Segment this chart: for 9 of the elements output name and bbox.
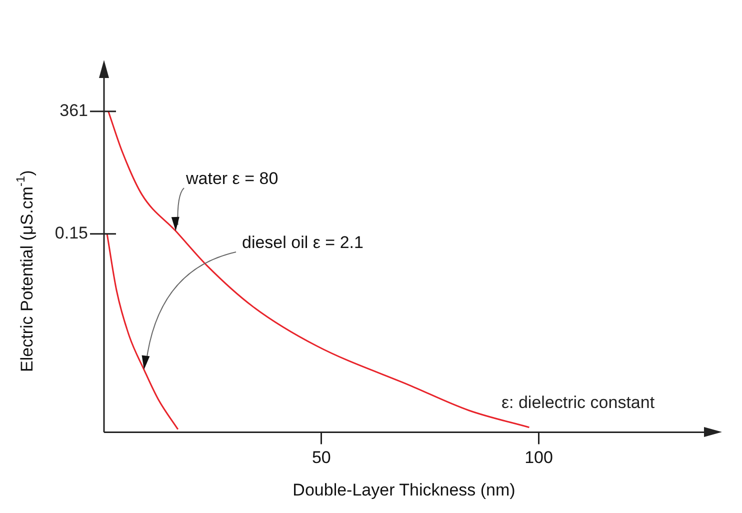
x-axis-title: Double-Layer Thickness (nm) [292,480,516,500]
y-axis-title: Electric Potential (μS.cm-1) [13,170,37,372]
text: diesel oil ε = 2.1 [242,233,364,252]
x-tick-label: 50 [312,448,331,468]
text: 0.15 [54,224,88,243]
text: 361 [60,101,88,120]
annotation: ε: dielectric constant [501,393,655,412]
text: water ε = 80 [185,169,278,188]
x-tick-label: 100 [524,448,553,468]
